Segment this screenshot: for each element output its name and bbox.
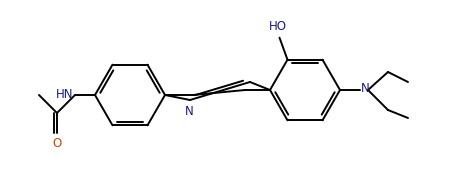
Text: HN: HN — [55, 88, 73, 101]
Text: O: O — [53, 137, 62, 150]
Text: N: N — [185, 105, 193, 118]
Text: N: N — [361, 82, 370, 96]
Text: HO: HO — [268, 20, 286, 33]
